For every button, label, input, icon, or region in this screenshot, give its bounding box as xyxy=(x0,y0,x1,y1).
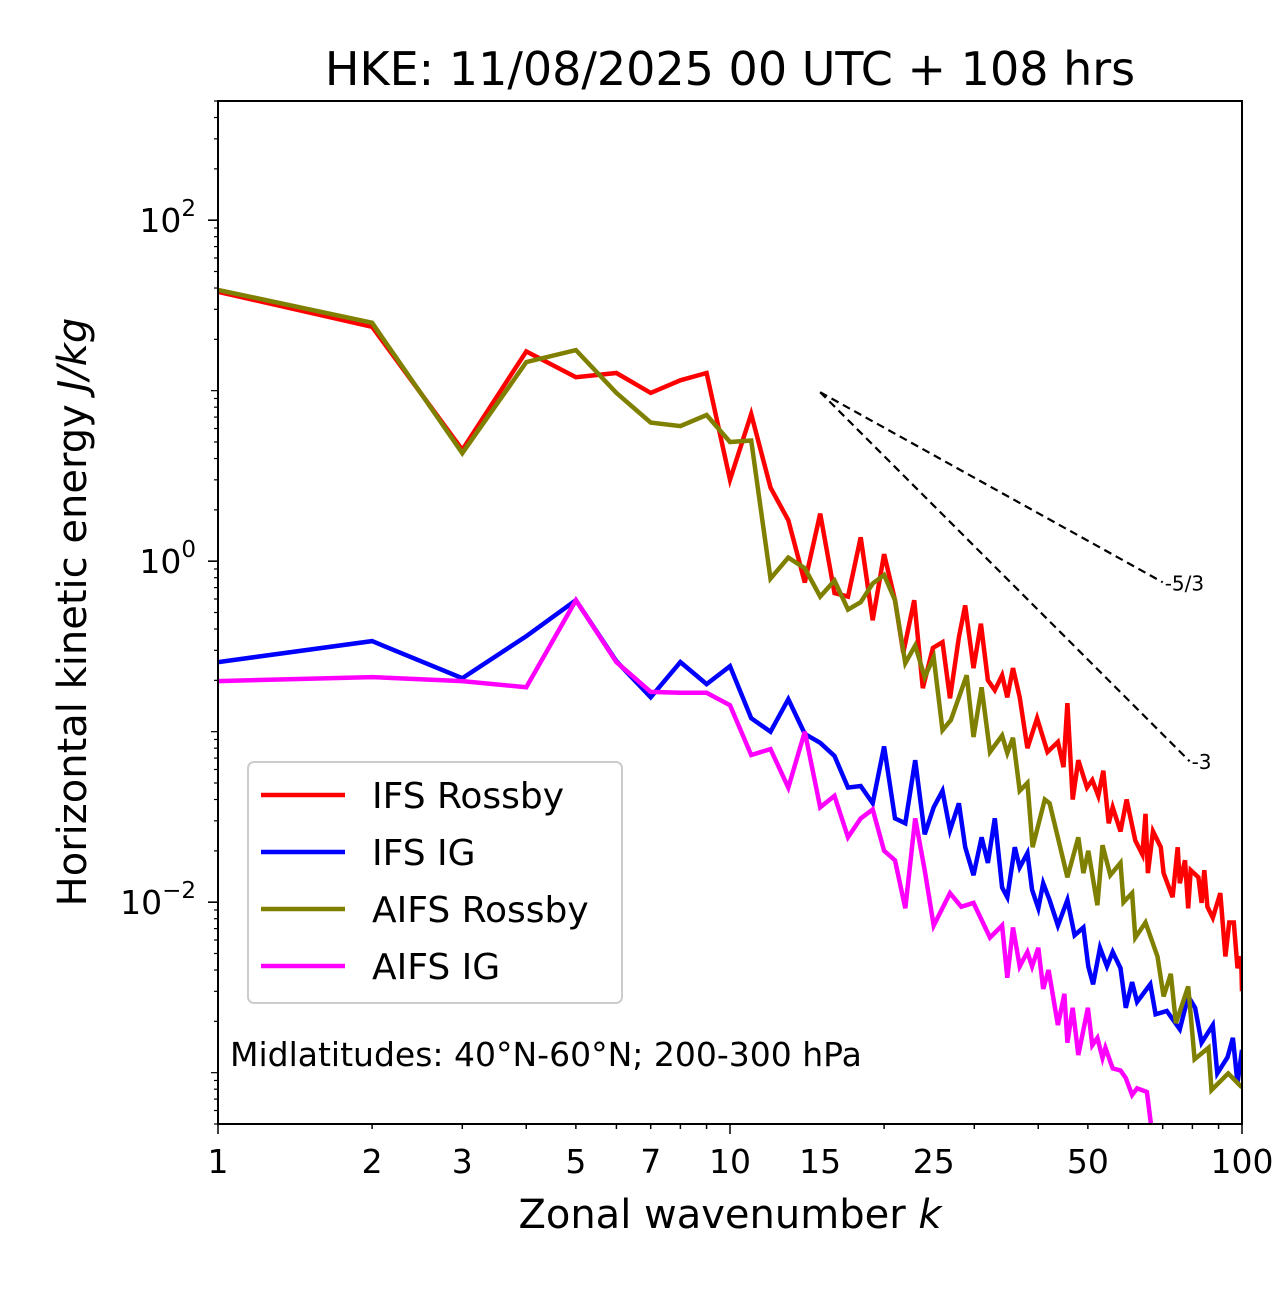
series-line-aifs-ig xyxy=(218,595,1154,1124)
reference-line-slope xyxy=(819,391,1164,584)
x-tick-label: 10 xyxy=(709,1142,751,1181)
legend-item: IFS IG xyxy=(261,833,476,874)
y-tick-label: 102 xyxy=(139,196,196,240)
series-line-aifs-rossby xyxy=(218,287,1242,1096)
x-tick-label: 1 xyxy=(208,1142,229,1181)
legend-item: IFS Rossby xyxy=(261,776,564,817)
x-tick-label: 5 xyxy=(565,1142,586,1181)
reference-line-label: -3 xyxy=(1192,750,1212,774)
x-tick-label: 3 xyxy=(452,1142,473,1181)
legend: IFS Rossby IFS IG AIFS Rossby AIFS IG xyxy=(247,761,623,1004)
y-tick-label: 100 xyxy=(139,537,196,581)
y-tick-label: 10−2 xyxy=(120,878,196,922)
series-line-ifs-ig xyxy=(218,597,1242,1084)
x-tick-label: 2 xyxy=(362,1142,383,1181)
x-tick-label: 50 xyxy=(1067,1142,1109,1181)
x-tick-label: 15 xyxy=(799,1142,841,1181)
reference-line-label: -5/3 xyxy=(1165,571,1204,595)
x-tick-label: 25 xyxy=(913,1142,955,1181)
legend-label: AIFS Rossby xyxy=(372,890,589,931)
reference-slopes: -5/3 -3 xyxy=(819,391,1212,774)
legend-item: AIFS IG xyxy=(261,947,500,988)
legend-item: AIFS Rossby xyxy=(261,890,589,931)
y-axis-label: Horizontal kinetic energy J/kg xyxy=(50,318,96,907)
reference-line-slope xyxy=(819,391,1191,763)
chart-title: HKE: 11/08/2025 00 UTC + 108 hrs xyxy=(325,42,1135,96)
legend-label: AIFS IG xyxy=(372,947,500,988)
x-axis-label: Zonal wavenumber k xyxy=(518,1192,943,1238)
x-axis: 1 2 3 5 7 10 15 25 50 100 xyxy=(208,1124,1274,1181)
y-axis: 102 100 10−2 xyxy=(120,100,218,1125)
legend-label: IFS Rossby xyxy=(372,776,564,817)
region-annotation: Midlatitudes: 40°N-60°N; 200-300 hPa xyxy=(230,1035,862,1074)
x-tick-label: 7 xyxy=(640,1142,661,1181)
plot-area xyxy=(218,287,1242,1124)
x-tick-label: 100 xyxy=(1211,1142,1274,1181)
series-line-ifs-rossby xyxy=(218,289,1242,992)
legend-label: IFS IG xyxy=(372,833,476,874)
